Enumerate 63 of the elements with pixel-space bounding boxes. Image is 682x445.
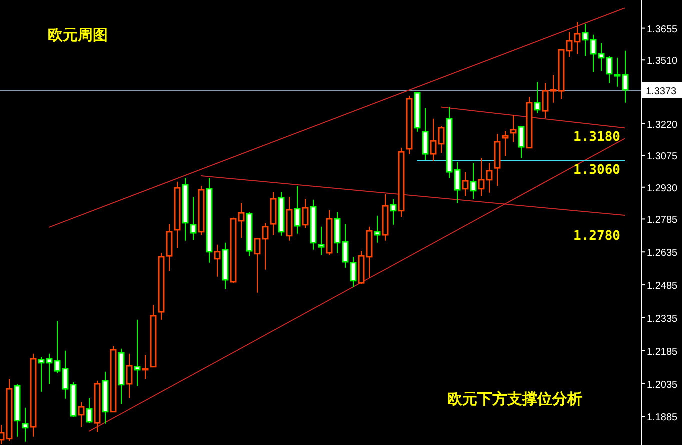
candlestick (54, 320, 61, 374)
annotation: 1.3180 (574, 130, 621, 145)
candlestick (78, 401, 85, 428)
y-tick-label: 1.2335 (647, 314, 678, 325)
text: 欧元周图 (48, 26, 108, 44)
y-tick-label: 1.2035 (647, 380, 678, 391)
candlestick (342, 224, 349, 268)
candlestick (622, 50, 629, 104)
y-tick-label: 1.2635 (647, 248, 678, 260)
y-tick-label: 1.3510 (647, 56, 678, 68)
candlestick (238, 202, 245, 239)
candlestick (214, 244, 221, 278)
candlestick (438, 125, 445, 154)
candlestick (302, 198, 309, 228)
candlestick (518, 125, 525, 158)
candlestick (590, 34, 597, 72)
y-tick-label: 1.3655 (647, 24, 678, 36)
annotation: 1.3060 (574, 162, 621, 178)
candlestick (134, 319, 141, 386)
candlestick (334, 211, 341, 254)
candlestick (534, 82, 541, 114)
candlestick (294, 186, 301, 234)
y-tick-label: 1.3075 (647, 152, 678, 163)
candlestick (542, 82, 549, 119)
candlestick (350, 256, 357, 288)
candlestick (86, 398, 93, 424)
candlestick (62, 350, 69, 400)
candlestick (262, 222, 269, 270)
candlestick (454, 161, 461, 204)
candlestick (598, 42, 605, 72)
annotation: 1.2780 (574, 229, 621, 244)
candlestick (430, 118, 437, 162)
candlestick (46, 353, 53, 384)
candlestick (318, 226, 325, 256)
y-tick-label: 1.2185 (647, 346, 678, 358)
candlestick (574, 21, 581, 54)
candlestick (422, 107, 429, 160)
y-tick-label: 1.2485 (647, 281, 678, 292)
candlestick (486, 162, 493, 194)
ref-line-label: 1.3373 (646, 86, 678, 98)
candlestick (22, 407, 29, 442)
candlestick (582, 23, 589, 56)
candlestick (390, 198, 397, 226)
candlestick (606, 55, 613, 84)
y-tick-label: 1.3220 (647, 120, 678, 131)
candlestick (470, 162, 477, 200)
candlestick (254, 238, 261, 294)
candlestick (374, 215, 381, 244)
candlestick (614, 57, 621, 88)
y-tick-label: 1.1885 (647, 412, 678, 424)
y-tick-label: 1.2930 (647, 183, 678, 194)
y-tick-label: 1.2785 (647, 215, 678, 226)
candlestick (462, 172, 469, 196)
candlestick (126, 353, 133, 399)
candlestick (142, 354, 149, 380)
candlestick (566, 32, 573, 58)
candlestick (190, 196, 197, 241)
candlestick (510, 114, 517, 142)
candlestick (478, 157, 485, 196)
candlestick (502, 130, 509, 157)
candlestick (550, 74, 557, 104)
candlestick (38, 356, 45, 392)
annotation: 欧元下方支撑位分析 (448, 390, 582, 408)
